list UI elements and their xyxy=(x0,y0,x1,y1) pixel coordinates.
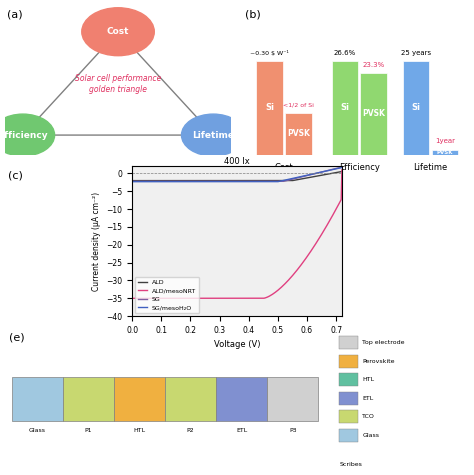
ALD/mesoNRT xyxy=(130,295,136,301)
Text: (b): (b) xyxy=(245,9,261,19)
Text: ETL: ETL xyxy=(363,396,374,401)
FancyBboxPatch shape xyxy=(339,429,358,442)
FancyBboxPatch shape xyxy=(339,392,358,405)
ALD xyxy=(129,178,135,183)
Text: Lifetime: Lifetime xyxy=(192,131,234,140)
Text: P3: P3 xyxy=(289,428,297,433)
Text: HTL: HTL xyxy=(363,377,374,382)
Text: (e): (e) xyxy=(9,332,25,342)
Text: TCO: TCO xyxy=(363,414,375,419)
Line: SG: SG xyxy=(132,167,342,181)
FancyBboxPatch shape xyxy=(267,377,318,421)
Legend: ALD, ALD/mesoNRT, SG, SG/mesoH₂O: ALD, ALD/mesoNRT, SG, SG/mesoH₂O xyxy=(135,277,199,313)
Text: Efficiency: Efficiency xyxy=(0,131,48,140)
SG xyxy=(254,179,259,184)
Text: (c): (c) xyxy=(9,171,23,181)
Y-axis label: Current density (μA cm⁻²): Current density (μA cm⁻²) xyxy=(91,192,100,291)
Text: Solar cell performance
golden triangle: Solar cell performance golden triangle xyxy=(75,75,161,94)
Text: HTL: HTL xyxy=(133,428,146,433)
SG/mesoH₂O xyxy=(339,165,345,171)
ALD/mesoNRT xyxy=(306,251,312,257)
X-axis label: Voltage (V): Voltage (V) xyxy=(214,341,260,350)
Circle shape xyxy=(182,114,245,156)
ALD/mesoNRT xyxy=(339,167,345,173)
SG/mesoH₂O xyxy=(319,169,325,175)
SG/mesoH₂O xyxy=(306,172,312,178)
ALD xyxy=(254,178,259,183)
FancyBboxPatch shape xyxy=(12,377,63,421)
FancyBboxPatch shape xyxy=(216,377,267,421)
ALD/mesoNRT xyxy=(129,295,135,301)
Text: Top electrode: Top electrode xyxy=(363,341,405,345)
ALD xyxy=(339,169,345,174)
SG xyxy=(130,179,136,184)
SG/mesoH₂O xyxy=(130,179,136,184)
Line: SG/mesoH₂O: SG/mesoH₂O xyxy=(132,168,342,181)
SG xyxy=(319,169,325,175)
SG/mesoH₂O xyxy=(254,179,260,184)
FancyBboxPatch shape xyxy=(339,336,358,349)
Text: P2: P2 xyxy=(187,428,194,433)
FancyBboxPatch shape xyxy=(339,410,358,423)
Text: (a): (a) xyxy=(7,9,23,19)
SG xyxy=(129,179,135,184)
Text: Glass: Glass xyxy=(363,433,379,438)
ALD xyxy=(319,172,325,178)
Text: Perovskite: Perovskite xyxy=(363,359,395,364)
Text: Rigid module: Rigid module xyxy=(382,300,437,309)
FancyBboxPatch shape xyxy=(114,377,165,421)
ALD/mesoNRT xyxy=(319,230,325,236)
ALD/mesoNRT xyxy=(254,295,260,301)
FancyBboxPatch shape xyxy=(63,377,114,421)
Text: Glass: Glass xyxy=(29,428,46,433)
ALD/mesoNRT xyxy=(258,295,264,301)
Circle shape xyxy=(0,114,55,156)
SG/mesoH₂O xyxy=(254,179,259,184)
Text: Scribes: Scribes xyxy=(339,462,362,467)
SG/mesoH₂O xyxy=(129,179,135,184)
Text: (d): (d) xyxy=(353,171,369,181)
FancyBboxPatch shape xyxy=(339,373,358,386)
SG xyxy=(258,179,264,184)
ALD/mesoNRT xyxy=(254,295,259,301)
Line: ALD/mesoNRT: ALD/mesoNRT xyxy=(132,170,342,298)
ALD xyxy=(254,178,260,183)
ALD xyxy=(130,178,136,183)
Circle shape xyxy=(82,8,155,56)
SG xyxy=(306,172,312,178)
FancyBboxPatch shape xyxy=(339,355,358,368)
ALD xyxy=(258,178,264,183)
SG xyxy=(339,164,345,170)
Text: Cost: Cost xyxy=(107,27,129,36)
SG xyxy=(254,179,260,184)
Text: ETL: ETL xyxy=(236,428,247,433)
ALD xyxy=(306,175,312,180)
SG/mesoH₂O xyxy=(258,179,264,184)
Line: ALD: ALD xyxy=(132,171,342,180)
Title: 400 lx: 400 lx xyxy=(224,157,250,166)
Text: P1: P1 xyxy=(84,428,92,433)
FancyBboxPatch shape xyxy=(165,377,216,421)
